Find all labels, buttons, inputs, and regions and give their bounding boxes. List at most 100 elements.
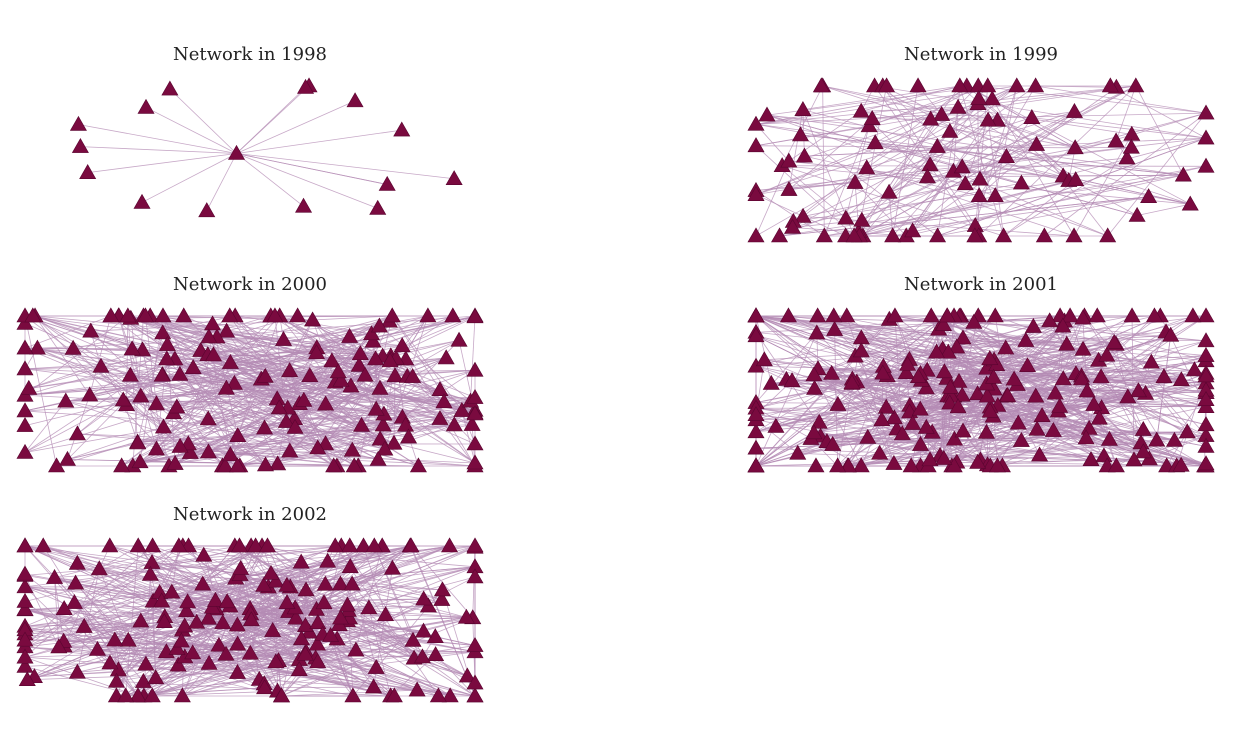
nodes — [69, 77, 463, 218]
network-edge — [141, 153, 237, 203]
network-node — [858, 159, 876, 175]
network-edge — [236, 153, 455, 180]
network-edge — [1063, 137, 1207, 177]
network-edge — [1031, 117, 1207, 139]
network-node — [404, 631, 422, 647]
network-node — [852, 457, 870, 473]
network-edge — [65, 400, 231, 456]
network-node — [277, 412, 295, 428]
network-edge — [755, 380, 922, 467]
network-edge — [27, 624, 238, 681]
network-node — [866, 134, 884, 150]
network-node — [221, 354, 239, 369]
network-node — [1162, 326, 1180, 342]
network-node — [326, 537, 344, 553]
network-edge — [325, 369, 476, 405]
network-edge — [393, 375, 396, 444]
network-node — [1092, 368, 1110, 384]
network-node — [267, 572, 285, 588]
network-edge — [236, 100, 356, 154]
network-edge — [861, 164, 931, 221]
network-edge — [944, 371, 987, 385]
network-node — [780, 180, 798, 196]
network-edge — [1039, 335, 1171, 456]
network-node — [1172, 371, 1190, 387]
network-edge — [781, 165, 847, 219]
network-edge — [303, 339, 460, 401]
network-node — [16, 565, 34, 581]
network-node — [153, 592, 171, 608]
network-node — [350, 356, 368, 372]
network-edge — [24, 606, 213, 627]
network-node — [129, 687, 147, 703]
network-edge — [974, 85, 989, 237]
network-edge — [861, 350, 1207, 377]
network-node — [466, 435, 484, 451]
network-node — [954, 422, 972, 438]
network-node — [102, 307, 120, 323]
network-node — [101, 654, 119, 670]
network-edge — [181, 574, 241, 697]
network-node — [371, 430, 389, 446]
network-graph — [16, 537, 484, 703]
network-node — [806, 379, 824, 395]
network-node — [941, 122, 959, 138]
network-node — [101, 537, 119, 553]
network-node — [136, 307, 154, 323]
network-edge — [203, 555, 238, 626]
network-edge — [152, 690, 278, 697]
network-node — [981, 350, 999, 365]
network-edge — [24, 370, 290, 453]
network-edge — [97, 649, 423, 658]
network-node — [1184, 307, 1202, 323]
network-panel-2000: Network in 2000 — [10, 270, 490, 475]
network-node — [170, 537, 188, 553]
network-node — [1078, 382, 1096, 398]
network-edge — [132, 408, 377, 467]
network-node — [129, 537, 147, 553]
network-node — [297, 78, 315, 94]
network-node — [829, 395, 847, 411]
network-node — [24, 307, 42, 323]
network-edge — [89, 315, 112, 396]
network-node — [79, 164, 97, 179]
network-edge — [222, 622, 476, 697]
network-node — [131, 453, 149, 469]
network-node — [463, 415, 481, 431]
network-node — [228, 616, 246, 632]
network-edge — [755, 332, 818, 467]
network-node — [295, 391, 313, 407]
network-node — [1085, 395, 1103, 411]
network-node — [794, 207, 812, 223]
network-edge — [159, 545, 476, 593]
network-node — [304, 311, 322, 327]
network-edge — [325, 357, 447, 405]
network-node — [173, 687, 191, 703]
network-node — [922, 307, 940, 323]
network-node — [316, 575, 334, 591]
network-edge — [927, 103, 979, 178]
network-node — [466, 389, 484, 404]
network-edge — [866, 167, 1075, 237]
network-graph — [747, 307, 1215, 473]
network-edge — [881, 372, 1207, 421]
network-node — [948, 338, 966, 354]
network-edge — [229, 315, 290, 372]
network-node — [1148, 431, 1166, 447]
network-edge — [936, 351, 1152, 363]
network-edge — [1002, 454, 1040, 467]
network-node — [144, 537, 162, 553]
network-node — [117, 687, 135, 703]
network-edge — [793, 85, 968, 222]
network-node — [65, 594, 83, 609]
network-node — [329, 363, 347, 379]
network-panel-1999: Network in 1999 — [741, 40, 1221, 245]
network-edge — [966, 85, 1076, 149]
network-edge — [1003, 179, 1076, 237]
network-edge — [1036, 144, 1108, 237]
network-node — [1028, 420, 1046, 436]
network-node — [214, 614, 232, 630]
network-node — [1197, 346, 1215, 362]
network-node — [393, 337, 411, 353]
network-node — [807, 457, 825, 473]
